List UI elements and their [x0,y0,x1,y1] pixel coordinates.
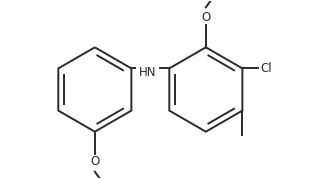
Text: Cl: Cl [260,62,272,75]
Text: HN: HN [139,66,157,79]
Text: O: O [201,11,210,24]
Text: O: O [90,155,100,168]
